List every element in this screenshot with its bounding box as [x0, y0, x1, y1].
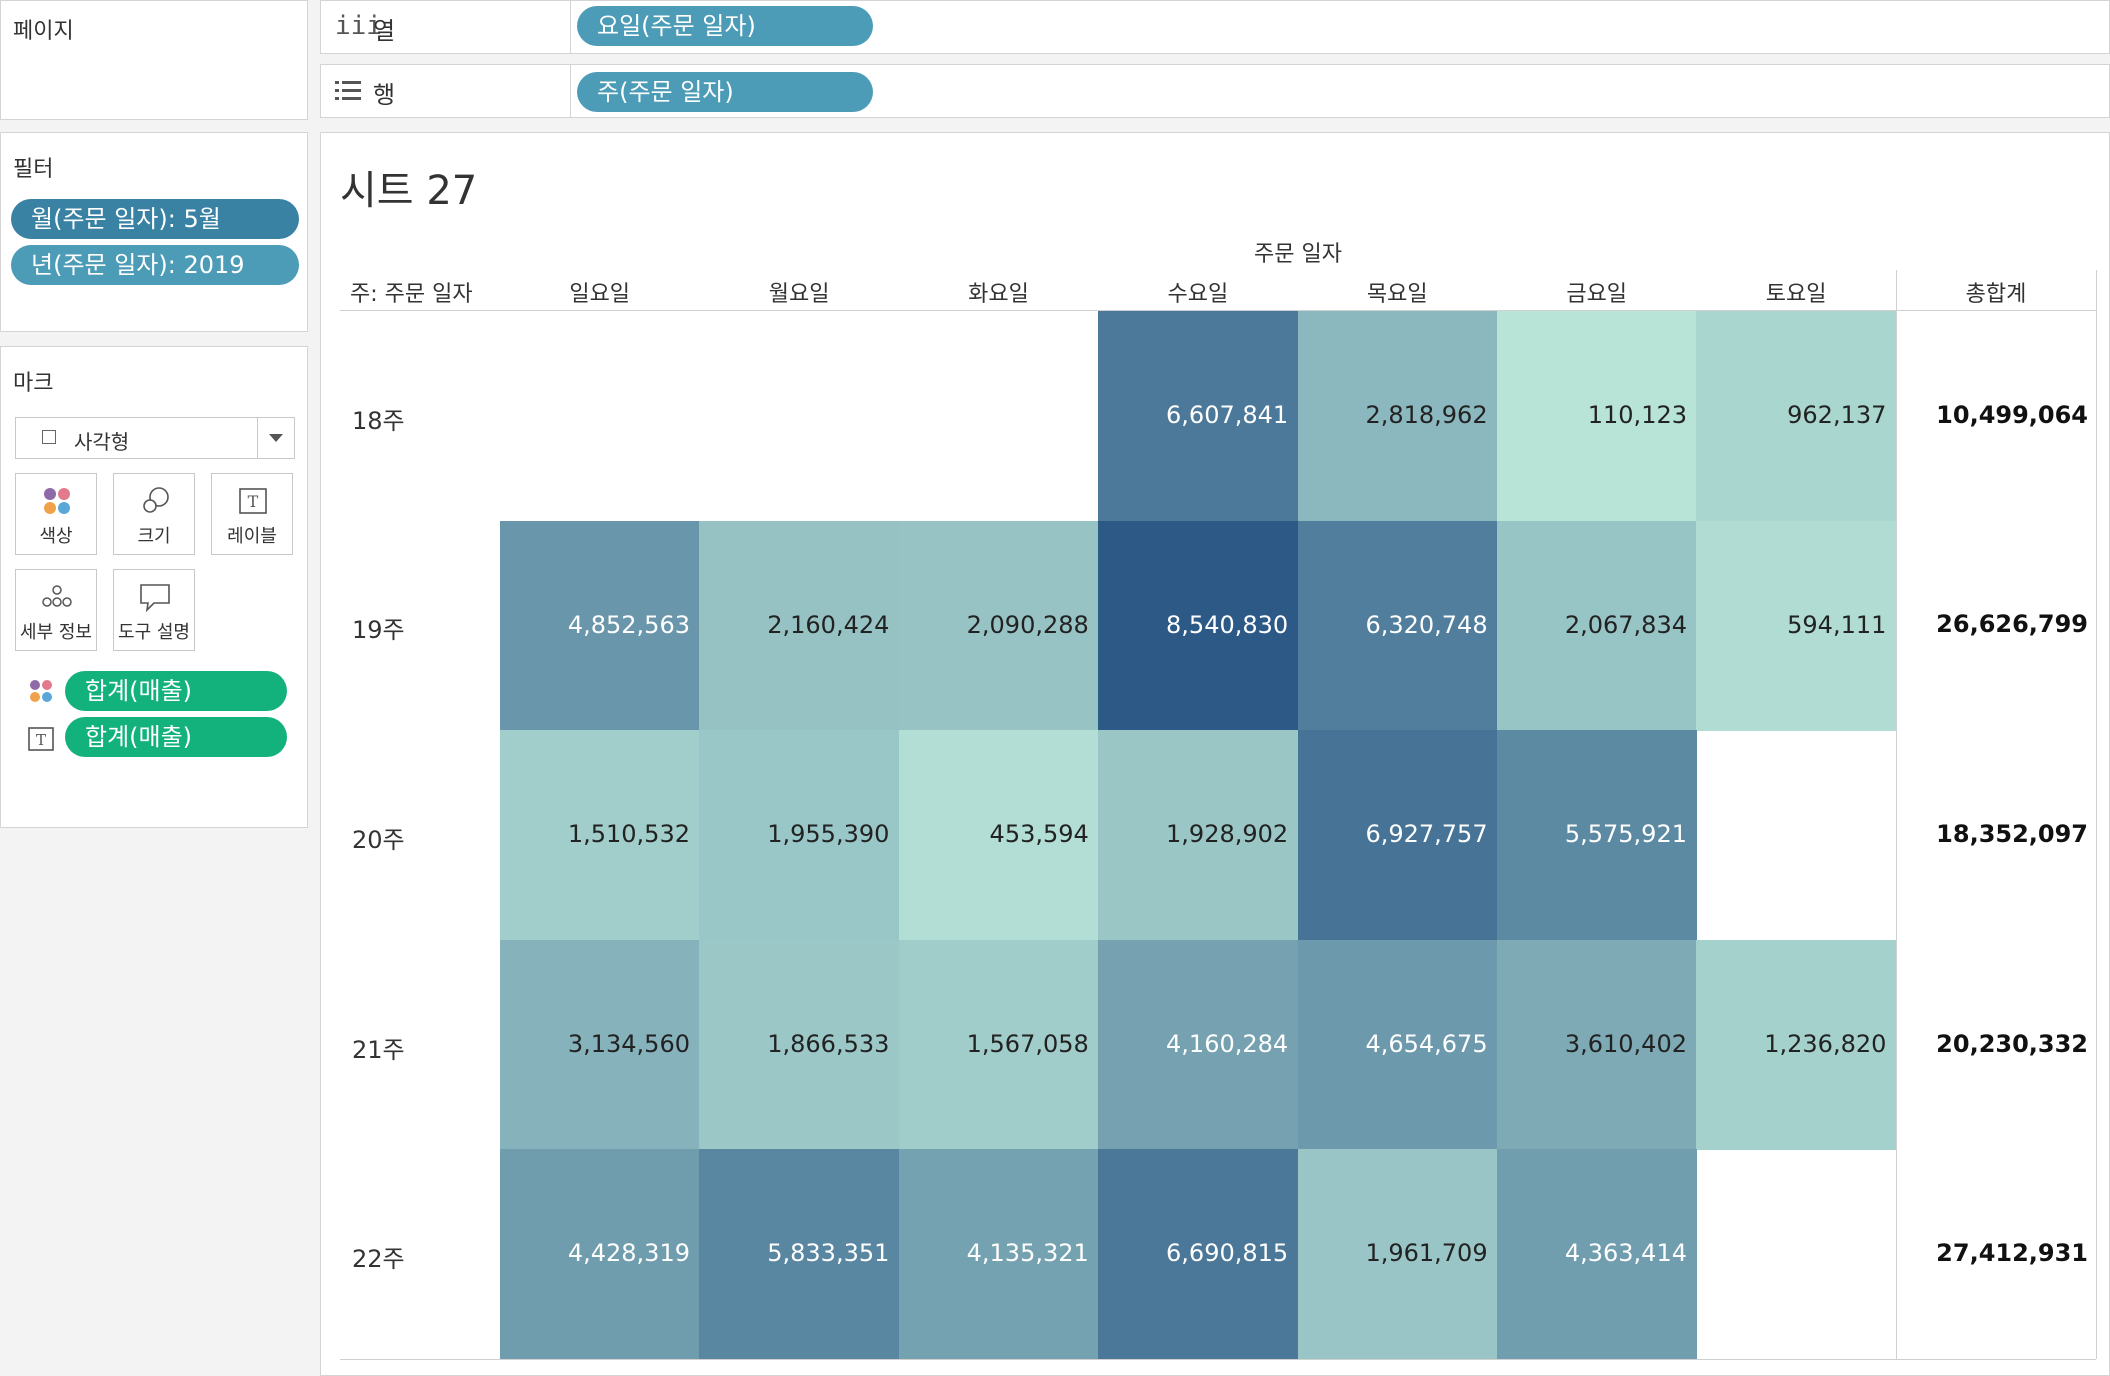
detail-button-label: 세부 정보: [20, 622, 92, 643]
filters-panel: 필터 월(주문 일자): 5월 년(주문 일자): 2019: [0, 132, 308, 332]
rows-pill[interactable]: 주(주문 일자): [577, 72, 873, 112]
heatmap-cell[interactable]: 1,510,532: [500, 730, 700, 941]
heatmap-cell[interactable]: 4,852,563: [500, 520, 700, 731]
pages-panel: 페이지: [0, 0, 308, 120]
day-header: 월요일: [768, 282, 830, 307]
column-group-header: 주문 일자: [1254, 242, 1342, 267]
detail-icon: [42, 585, 72, 607]
row-total: 26,626,799: [1936, 610, 2088, 639]
week-row-header: 18주: [352, 406, 405, 435]
heatmap-cell[interactable]: 1,567,058: [898, 939, 1099, 1150]
total-divider: [1896, 270, 1897, 1359]
label-field-icon: T: [28, 727, 54, 751]
week-row-header: 20주: [352, 826, 405, 854]
heatmap-cell[interactable]: 2,067,834: [1497, 520, 1697, 731]
chevron-down-icon: [269, 434, 283, 442]
day-header: 화요일: [968, 282, 1029, 307]
heatmap-cell[interactable]: 1,961,709: [1297, 1149, 1498, 1360]
label-button[interactable]: T 레이블: [211, 473, 293, 555]
heatmap-cell[interactable]: 1,928,902: [1098, 730, 1299, 941]
square-icon: [42, 430, 56, 444]
week-row-header: 19주: [352, 616, 405, 645]
row-total: 20,230,332: [1936, 1029, 2088, 1058]
label-button-label: 레이블: [227, 526, 277, 547]
columns-label: 열: [373, 17, 396, 45]
sheet-title: 시트 27: [340, 168, 478, 214]
heatmap-cell[interactable]: 4,363,414: [1497, 1149, 1697, 1360]
columns-shelf-label: iii 열: [321, 1, 571, 53]
heatmap-cell[interactable]: 3,134,560: [500, 939, 700, 1150]
week-row-header: 22주: [352, 1245, 405, 1274]
heatmap-cell[interactable]: 110,123: [1497, 311, 1697, 522]
row-field-header: 주: 주문 일자: [350, 282, 473, 307]
heatmap-cell[interactable]: 2,818,962: [1297, 311, 1498, 522]
heatmap-cell[interactable]: 1,236,820: [1696, 939, 1897, 1150]
heatmap-cell[interactable]: 594,111: [1696, 520, 1897, 731]
header-divider: [340, 310, 2096, 311]
rows-label: 행: [373, 81, 396, 109]
mark-type-label: 사각형: [74, 430, 130, 454]
tooltip-button-label: 도구 설명: [118, 622, 190, 643]
heatmap-cell[interactable]: 4,135,321: [898, 1149, 1099, 1360]
columns-icon: iii: [335, 11, 382, 41]
day-header: 목요일: [1366, 282, 1428, 307]
tooltip-button[interactable]: 도구 설명: [113, 569, 195, 651]
bottom-divider: [340, 1359, 2096, 1360]
detail-button[interactable]: 세부 정보: [15, 569, 97, 651]
filter-pill-month[interactable]: 월(주문 일자): 5월: [11, 199, 299, 239]
color-field-pill[interactable]: 합계(매출): [65, 671, 287, 711]
day-header: 수요일: [1167, 282, 1229, 307]
heatmap-cell[interactable]: 4,428,319: [500, 1149, 700, 1360]
right-divider: [2096, 270, 2097, 1359]
heatmap-cell[interactable]: 6,927,757: [1297, 730, 1498, 941]
pages-title: 페이지: [13, 19, 74, 44]
svg-text:T: T: [36, 731, 46, 749]
filter-pill-year[interactable]: 년(주문 일자): 2019: [11, 245, 299, 285]
heatmap-cell[interactable]: 3,610,402: [1497, 939, 1697, 1150]
day-header: 일요일: [569, 282, 631, 307]
columns-pill[interactable]: 요일(주문 일자): [577, 6, 873, 46]
heatmap-cell[interactable]: 1,955,390: [699, 730, 900, 941]
total-column-header: 총합계: [1965, 282, 2027, 307]
heatmap-cell[interactable]: 962,137: [1696, 311, 1897, 522]
heatmap-cell[interactable]: 5,833,351: [699, 1149, 900, 1360]
row-total: 27,412,931: [1936, 1239, 2088, 1268]
rows-icon: [335, 81, 361, 100]
day-header: 금요일: [1566, 282, 1628, 307]
size-button-label: 크기: [137, 526, 171, 547]
heatmap-cell[interactable]: 6,690,815: [1098, 1149, 1299, 1360]
svg-text:T: T: [248, 492, 259, 511]
rows-shelf-label: 행: [321, 65, 571, 117]
tooltip-icon: [140, 584, 170, 612]
filters-title: 필터: [13, 157, 54, 182]
heatmap-cell[interactable]: 6,607,841: [1098, 311, 1299, 522]
day-header: 토요일: [1765, 282, 1827, 307]
heatmap-cell[interactable]: 1,866,533: [699, 939, 900, 1150]
size-icon: [143, 487, 169, 513]
mark-type-dropdown[interactable]: 사각형: [15, 417, 295, 459]
week-row-header: 21주: [352, 1035, 405, 1064]
row-total: 10,499,064: [1936, 400, 2088, 429]
heatmap-cell[interactable]: 5,575,921: [1497, 730, 1697, 941]
rows-shelf: 행 주(주문 일자): [320, 64, 2110, 118]
text-icon: T: [239, 488, 267, 514]
size-button[interactable]: 크기: [113, 473, 195, 555]
heatmap-cell[interactable]: 2,160,424: [699, 520, 900, 731]
color-button-label: 색상: [39, 526, 73, 547]
row-total: 18,352,097: [1936, 820, 2088, 848]
heatmap-cell[interactable]: 4,654,675: [1297, 939, 1498, 1150]
marks-title: 마크: [13, 371, 54, 396]
heatmap-cell[interactable]: 453,594: [898, 730, 1099, 941]
heatmap-cell[interactable]: 4,160,284: [1098, 939, 1299, 1150]
label-field-pill[interactable]: 합계(매출): [65, 717, 287, 757]
heatmap-cell[interactable]: 2,090,288: [898, 520, 1099, 731]
marks-panel: 마크 사각형 색상 크기 T 레이블 세부 정보: [0, 346, 308, 828]
heatmap-cell[interactable]: 6,320,748: [1297, 520, 1498, 731]
columns-shelf: iii 열 요일(주문 일자): [320, 0, 2110, 54]
color-icon: [44, 488, 70, 514]
dropdown-toggle[interactable]: [257, 418, 294, 458]
heatmap-cell[interactable]: 8,540,830: [1098, 520, 1299, 731]
color-field-icon: [30, 680, 52, 702]
color-button[interactable]: 색상: [15, 473, 97, 555]
